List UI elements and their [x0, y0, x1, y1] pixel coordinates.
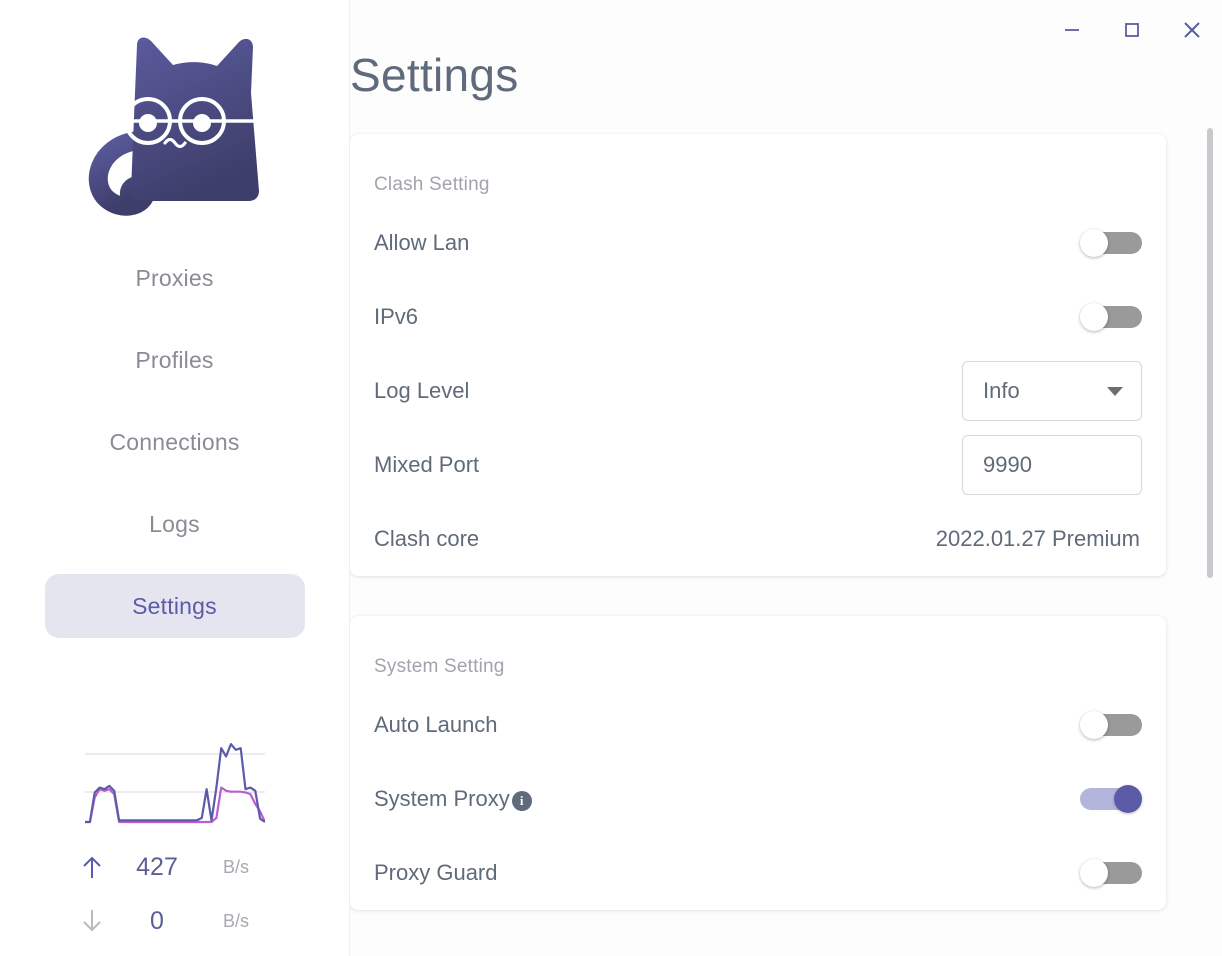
allow-lan-toggle[interactable] — [1080, 229, 1142, 257]
setting-row-system-proxy: System Proxy i — [374, 762, 1142, 836]
setting-row-mixed-port: Mixed Port — [374, 428, 1142, 502]
proxy-guard-toggle[interactable] — [1080, 859, 1142, 887]
sidebar-item-profiles[interactable]: Profiles — [45, 328, 305, 392]
info-icon[interactable]: i — [511, 791, 532, 811]
setting-label: Mixed Port — [374, 452, 480, 477]
setting-label: Log Level — [374, 378, 470, 403]
download-speed-value: 0 — [150, 906, 164, 935]
clash-cat-logo — [75, 18, 275, 228]
toggle-knob — [1080, 711, 1108, 739]
sidebar-item-label: Profiles — [135, 346, 214, 373]
clash-core-version: 2022.01.27 Premium — [935, 526, 1140, 551]
mixed-port-input-wrapper[interactable] — [962, 435, 1142, 495]
toggle-knob — [1114, 785, 1142, 813]
maximize-icon — [1125, 23, 1139, 37]
setting-row-clash-core: Clash core 2022.01.27 Premium — [374, 502, 1142, 576]
minimize-icon — [1065, 29, 1079, 31]
setting-label: IPv6 — [374, 304, 419, 329]
window-controls — [1042, 0, 1222, 60]
auto-launch-toggle[interactable] — [1080, 711, 1142, 739]
sidebar-item-settings[interactable]: Settings — [44, 574, 305, 638]
toggle-knob — [1080, 859, 1108, 887]
setting-label-wrapper: System Proxy i — [374, 786, 532, 812]
setting-label: Proxy Guard — [374, 860, 498, 885]
vertical-scrollbar[interactable] — [1206, 0, 1214, 956]
mixed-port-input[interactable] — [983, 452, 1121, 478]
maximize-button[interactable] — [1102, 2, 1162, 58]
clash-setting-card: Clash Setting Allow Lan IPv6 — [350, 134, 1166, 576]
setting-row-proxy-guard: Proxy Guard — [374, 836, 1142, 910]
traffic-widget: 427 B/s 0 B/s — [0, 734, 350, 948]
setting-label: System Proxy — [374, 786, 510, 811]
page-title: Settings — [350, 49, 519, 101]
sidebar-item-logs[interactable]: Logs — [45, 492, 305, 556]
setting-label: Clash core — [374, 526, 480, 551]
setting-row-allow-lan: Allow Lan — [374, 206, 1142, 280]
close-button[interactable] — [1162, 2, 1222, 58]
system-proxy-toggle[interactable] — [1080, 785, 1142, 813]
arrow-up-icon — [75, 854, 109, 880]
setting-label: Allow Lan — [374, 230, 470, 255]
minimize-button[interactable] — [1042, 2, 1102, 58]
sidebar-item-connections[interactable]: Connections — [45, 410, 305, 474]
chevron-down-icon — [1107, 386, 1123, 396]
cat-logo-icon — [88, 37, 259, 216]
sidebar-nav: Proxies Profiles Connections Logs Settin… — [0, 246, 349, 638]
sidebar-item-label: Connections — [109, 428, 240, 455]
sidebar: Proxies Profiles Connections Logs Settin… — [0, 0, 350, 956]
arrow-down-icon — [75, 908, 109, 934]
card-title: System Setting — [374, 656, 505, 677]
main-content: Settings Clash Setting Allow Lan IPv6 — [350, 0, 1222, 956]
toggle-knob — [1080, 229, 1108, 257]
close-icon — [1184, 22, 1200, 38]
upload-speed-row: 427 B/s — [75, 840, 275, 894]
setting-row-ipv6: IPv6 — [374, 280, 1142, 354]
upload-speed-value: 427 — [136, 852, 178, 881]
traffic-sparkline-chart — [85, 743, 265, 824]
setting-label: Auto Launch — [374, 712, 498, 737]
system-setting-card: System Setting Auto Launch System Proxy … — [350, 616, 1166, 910]
sidebar-item-proxies[interactable]: Proxies — [45, 246, 305, 310]
sidebar-item-label: Logs — [149, 510, 200, 537]
download-speed-row: 0 B/s — [75, 894, 275, 948]
sidebar-item-label: Settings — [132, 592, 217, 619]
log-level-select[interactable]: Info — [962, 361, 1142, 421]
scrollbar-thumb[interactable] — [1207, 128, 1213, 578]
sidebar-item-label: Proxies — [135, 264, 214, 291]
setting-row-log-level: Log Level Info — [374, 354, 1142, 428]
settings-scroll-area: Settings Clash Setting Allow Lan IPv6 — [350, 0, 1222, 956]
log-level-value: Info — [983, 378, 1020, 403]
toggle-knob — [1080, 303, 1108, 331]
upload-speed-unit: B/s — [223, 856, 250, 877]
ipv6-toggle[interactable] — [1080, 303, 1142, 331]
download-speed-unit: B/s — [223, 910, 250, 931]
upload-line — [85, 743, 265, 824]
card-title: Clash Setting — [374, 174, 490, 195]
setting-row-auto-launch: Auto Launch — [374, 688, 1142, 762]
